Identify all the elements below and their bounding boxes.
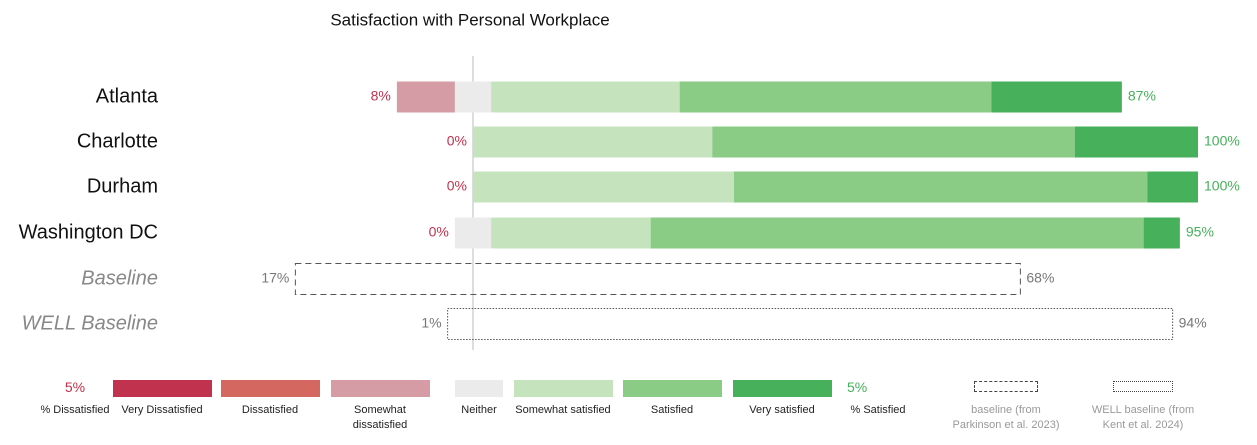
legend-value: 5% (64, 379, 86, 395)
category-label: Atlanta (96, 85, 159, 107)
legend-swatch (622, 380, 722, 397)
bar-segment (650, 217, 1144, 249)
bar-segment (734, 171, 1148, 203)
bar-segment (712, 126, 1075, 158)
baseline-dissatisfied-label: 1% (421, 315, 441, 331)
bar-segment (473, 126, 713, 158)
baseline-dissatisfied-label: 17% (261, 270, 289, 286)
legend-label: WELL baseline (from Kent et al. 2024) (1091, 404, 1195, 431)
legend-label: Very Dissatisfied (121, 404, 203, 416)
baseline-label: WELL Baseline (22, 312, 158, 334)
baseline-satisfied-label: 68% (1026, 270, 1054, 286)
legend-swatch (455, 380, 503, 397)
satisfied-label: 100% (1204, 133, 1240, 149)
legend-swatch (330, 380, 430, 397)
legend-swatch (513, 380, 613, 397)
bar-segment (1143, 217, 1180, 249)
legend-value: 5% (847, 379, 868, 395)
legend-label: baseline (from Parkinson et al. 2023) (952, 404, 1060, 431)
bar-segment (491, 81, 680, 113)
legend-label: Neither (461, 404, 497, 416)
legend-label: Dissatisfied (241, 404, 299, 416)
legend-swatch (974, 381, 1038, 392)
legend-label: Very satisfied (749, 404, 815, 416)
baseline-box (294, 263, 1021, 295)
legend-label: Somewhat satisfied (515, 404, 611, 416)
bar-segment (679, 81, 992, 113)
dissatisfied-label: 0% (447, 178, 467, 194)
bar-segment (396, 81, 455, 113)
bar-segment (454, 217, 492, 249)
legend-label: Satisfied (650, 404, 694, 416)
satisfied-label: 95% (1186, 224, 1214, 240)
baseline-label: Baseline (81, 267, 158, 289)
satisfied-label: 87% (1128, 88, 1156, 104)
bar-segment (1147, 171, 1198, 203)
legend-label: % Dissatisfied (40, 404, 110, 416)
bar-segment (473, 171, 734, 203)
chart: Satisfaction with Personal Workplace Atl… (19, 10, 1240, 350)
baseline-satisfied-label: 94% (1179, 315, 1207, 331)
dissatisfied-label: 0% (447, 133, 467, 149)
bar-segment (454, 81, 492, 113)
bar-segment (1074, 126, 1198, 158)
legend-swatch (1113, 381, 1173, 392)
bar-segment (991, 81, 1122, 113)
category-label: Charlotte (77, 130, 158, 152)
legend-swatch (220, 380, 320, 397)
category-label: Washington DC (19, 221, 158, 243)
dissatisfied-label: 8% (371, 88, 391, 104)
category-label: Durham (87, 175, 158, 197)
bar-segment (491, 217, 651, 249)
dissatisfied-label: 0% (429, 224, 449, 240)
baseline-box (447, 308, 1174, 340)
chart-title: Satisfaction with Personal Workplace (330, 10, 609, 29)
satisfied-label: 100% (1204, 178, 1240, 194)
legend-swatch (112, 380, 212, 397)
legend-swatch (732, 380, 832, 397)
legend-label: % Satisfied (850, 404, 906, 416)
legend-label: Somewhat dissatisfied (352, 404, 408, 431)
